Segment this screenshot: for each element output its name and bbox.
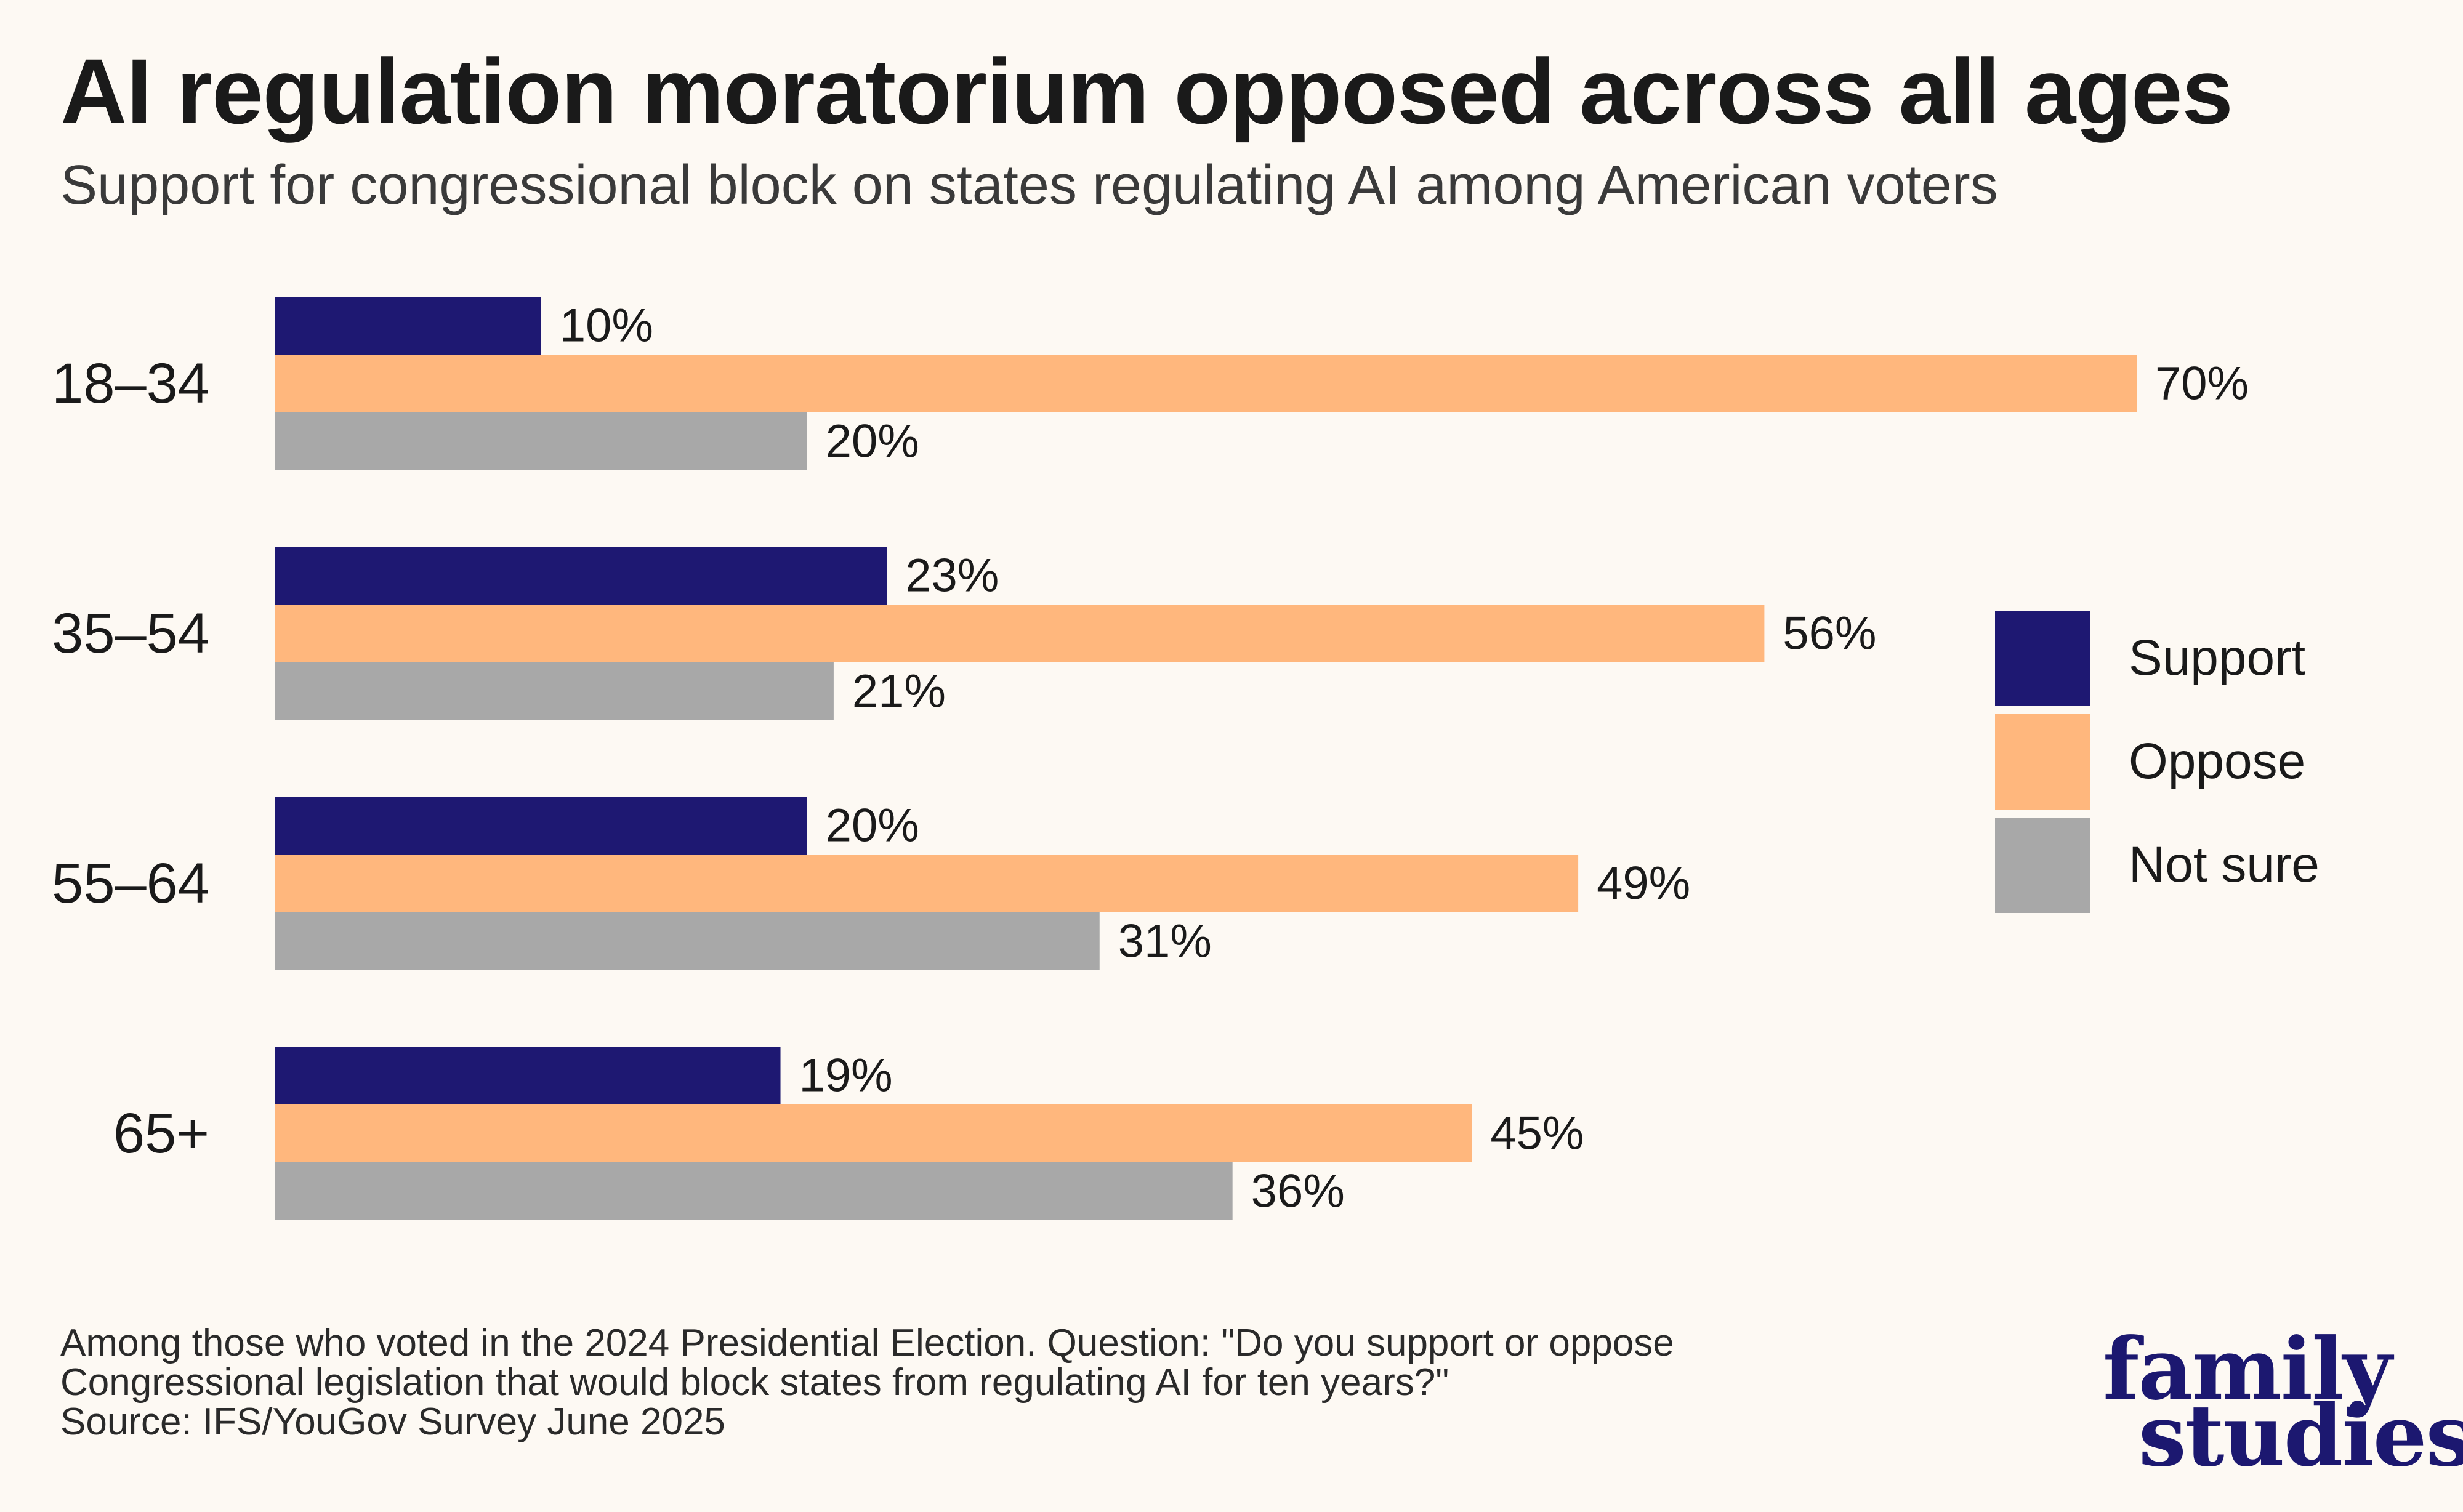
chart-title: AI regulation moratorium opposed across …: [60, 39, 2233, 143]
legend-label-support: Support: [2129, 630, 2306, 686]
value-label-oppose-65: 45%: [1490, 1108, 1584, 1160]
bar-not-sure-65: [275, 1162, 1233, 1220]
bar-oppose-35-54: [275, 605, 1765, 662]
value-label-oppose-55-64: 49%: [1597, 858, 1690, 910]
bar-support-18-34: [275, 297, 541, 355]
value-label-oppose-35-54: 56%: [1783, 608, 1876, 660]
value-label-not-sure-55-64: 31%: [1118, 915, 1212, 968]
legend: Support Oppose Not sure: [1995, 606, 2320, 917]
value-label-oppose-18-34: 70%: [2155, 358, 2249, 410]
bar-support-35-54: [275, 547, 887, 605]
legend-item-support: Support: [1995, 606, 2320, 710]
footnote: Among those who voted in the 2024 Presid…: [60, 1324, 1674, 1442]
category-label-18-34: 18–34: [52, 352, 209, 415]
legend-label-not-sure: Not sure: [2129, 837, 2320, 893]
bar-not-sure-18-34: [275, 412, 807, 470]
value-label-not-sure-35-54: 21%: [852, 666, 946, 718]
value-label-not-sure-18-34: 20%: [826, 416, 919, 468]
category-label-55-64: 55–64: [52, 852, 209, 915]
bar-not-sure-55-64: [275, 912, 1100, 970]
source-line: Source: IFS/YouGov Survey June 2025: [60, 1400, 725, 1443]
family-studies-logo: family studies: [2103, 1327, 2463, 1486]
bar-oppose-55-64: [275, 855, 1579, 912]
legend-swatch-support: [1995, 610, 2090, 706]
value-label-support-18-34: 10%: [560, 300, 653, 352]
legend-swatch-oppose: [1995, 714, 2090, 810]
bar-oppose-65: [275, 1104, 1472, 1162]
chart-subtitle: Support for congressional block on state…: [60, 155, 1998, 216]
bar-support-55-64: [275, 797, 807, 855]
category-label-35-54: 35–54: [52, 602, 209, 665]
logo-line-1: family: [2103, 1319, 2392, 1419]
bar-oppose-18-34: [275, 355, 2137, 412]
value-label-support-35-54: 23%: [905, 550, 999, 602]
bar-not-sure-35-54: [275, 662, 834, 720]
category-label-65: 65+: [113, 1102, 209, 1165]
logo-line-2: studies: [2138, 1385, 2463, 1486]
legend-label-oppose: Oppose: [2129, 733, 2306, 789]
value-label-not-sure-65: 36%: [1251, 1165, 1345, 1218]
bar-support-65: [275, 1047, 781, 1104]
legend-swatch-not-sure: [1995, 817, 2090, 913]
legend-item-not-sure: Not sure: [1995, 813, 2320, 917]
value-label-support-55-64: 20%: [826, 800, 919, 852]
footnote-line-1: Among those who voted in the 2024 Presid…: [60, 1322, 1674, 1364]
bar-chart: 18–34 10% 70% 20% 35–54 23% 56% 21% 55–64 20% 49% 3…: [52, 297, 2249, 1220]
legend-item-oppose: Oppose: [1995, 710, 2320, 813]
footnote-line-2: Congressional legislation that would blo…: [60, 1361, 1449, 1404]
value-label-support-65: 19%: [799, 1050, 893, 1102]
